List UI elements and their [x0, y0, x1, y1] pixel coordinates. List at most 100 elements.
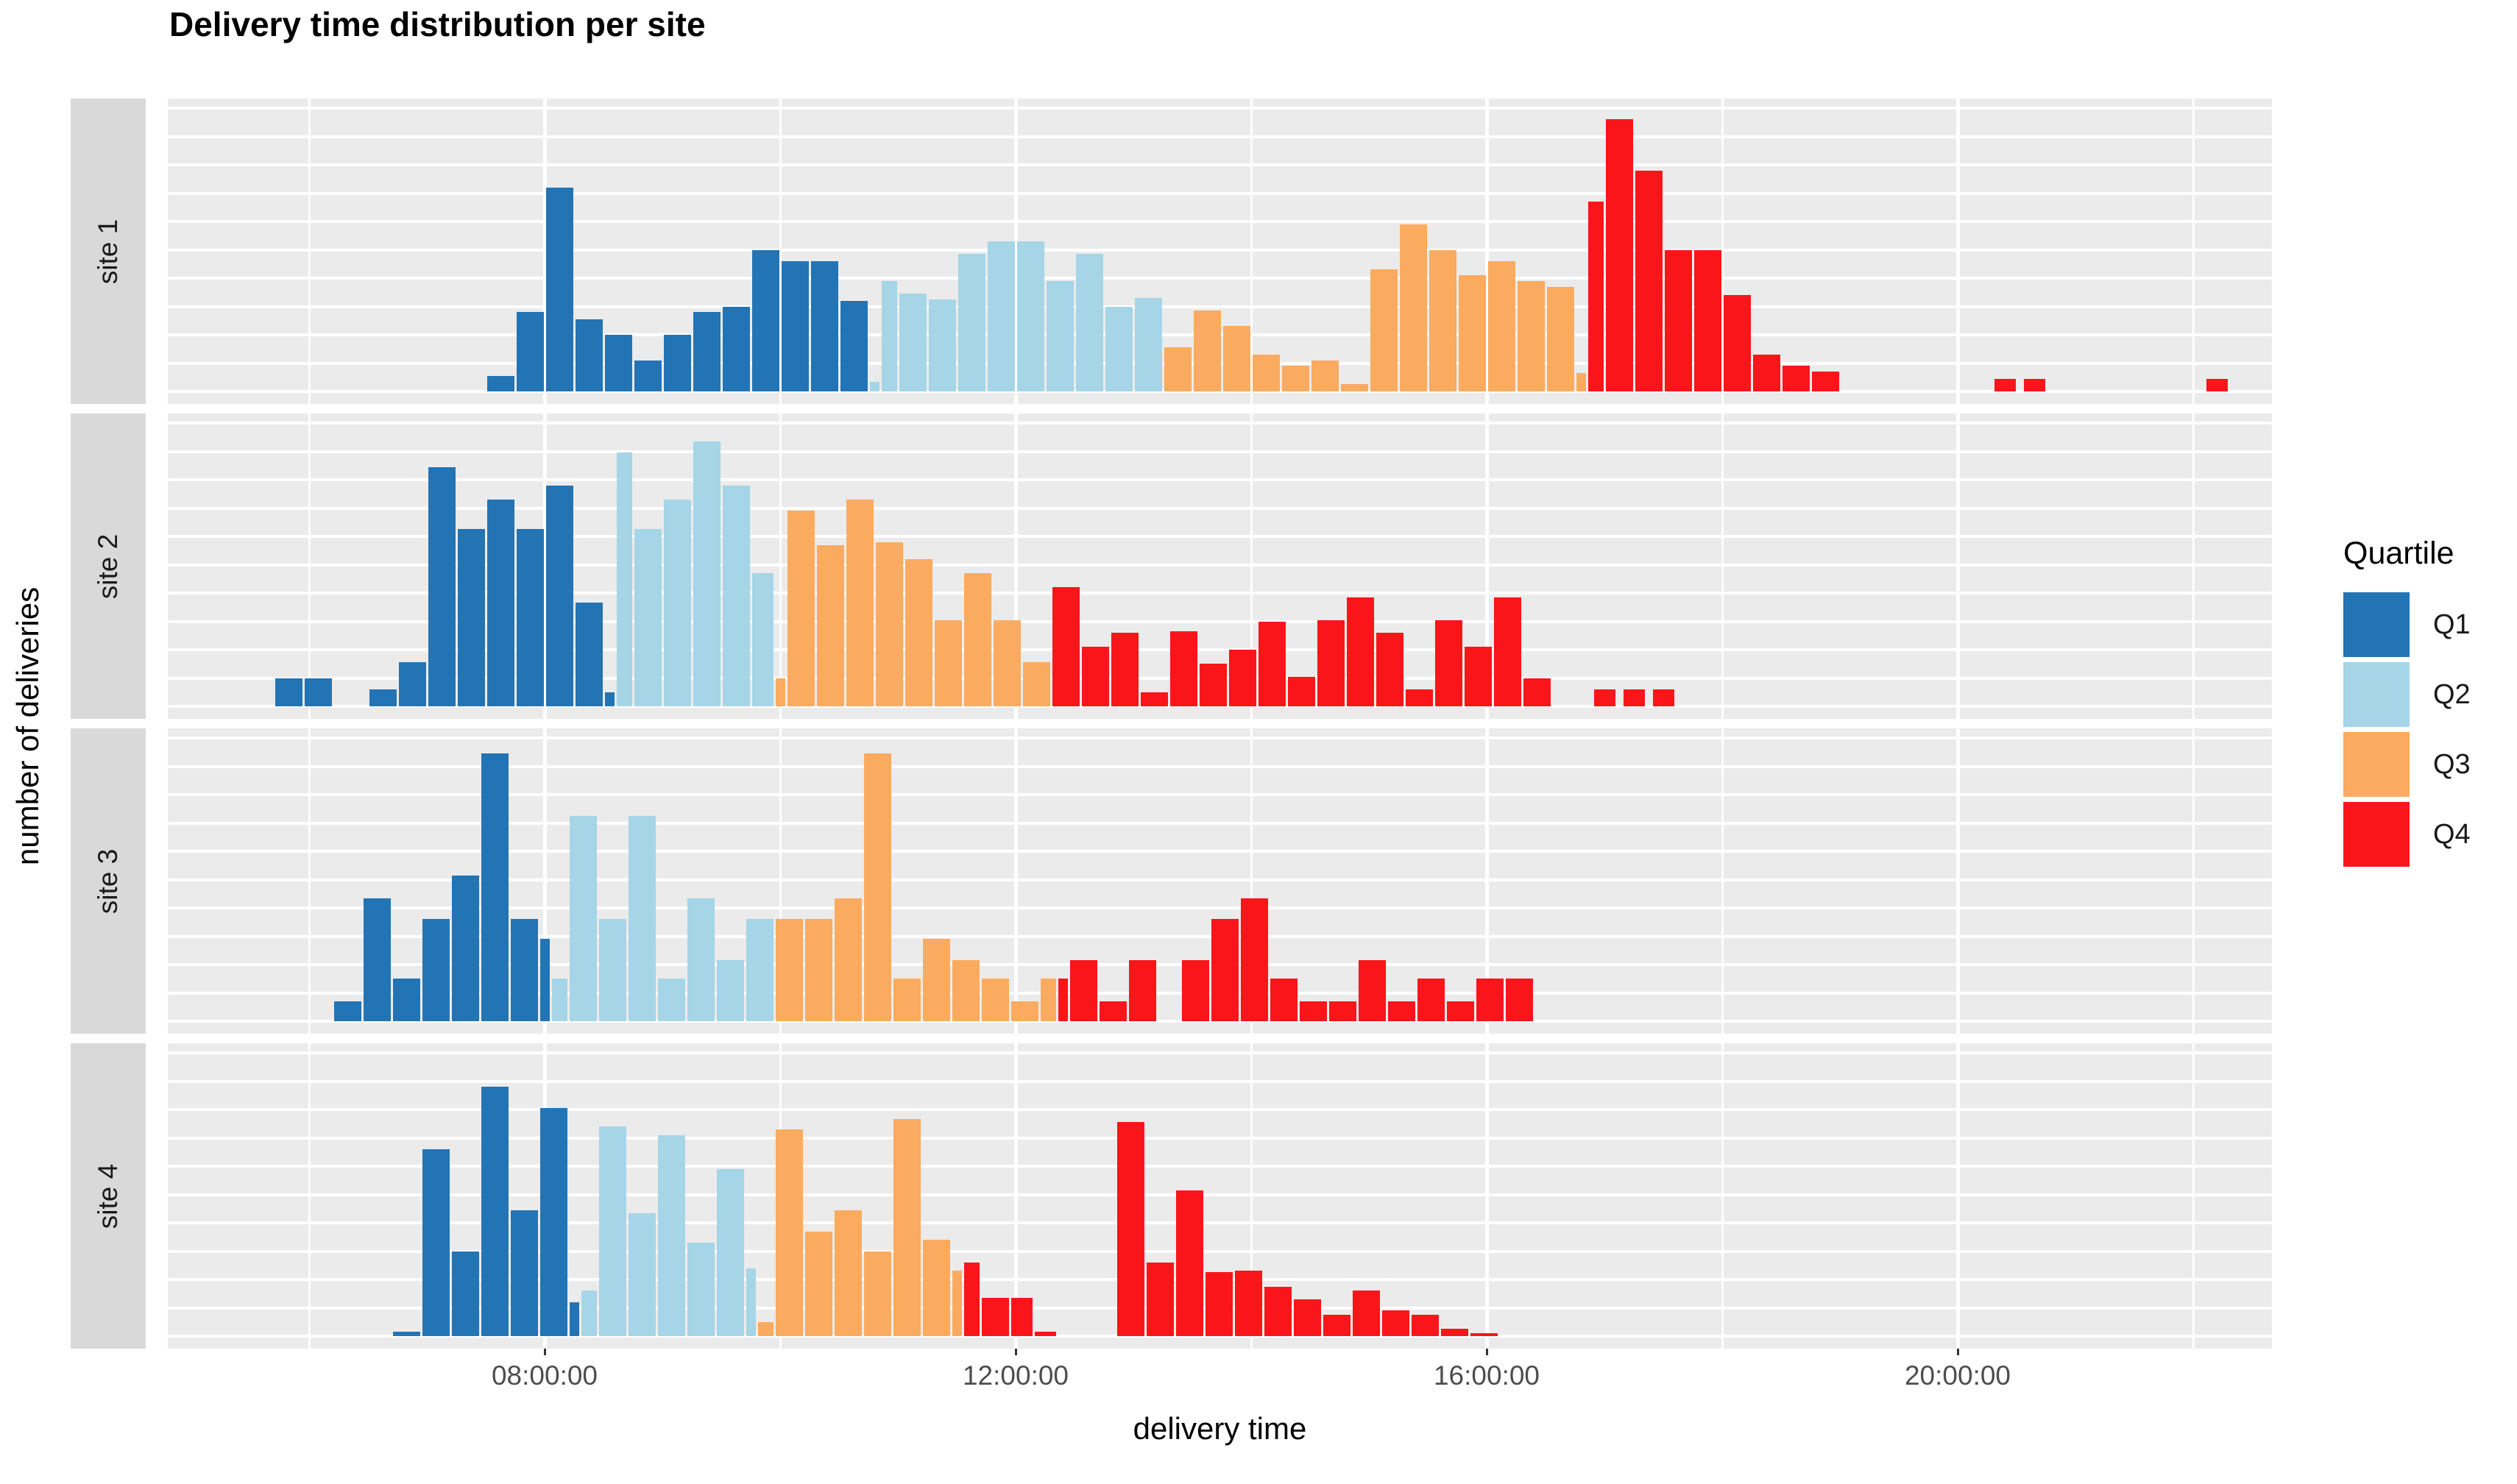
- h-gridline: [168, 1193, 2272, 1196]
- histogram-bar-q4: [1493, 597, 1521, 706]
- histogram-bar-q1: [545, 187, 573, 391]
- histogram-bar-q4: [1505, 979, 1533, 1021]
- histogram-bar-q4: [1434, 619, 1462, 706]
- histogram-bar-q4: [1358, 960, 1386, 1021]
- legend-swatch-q2: [2343, 662, 2410, 727]
- histogram-bar-q2: [663, 499, 691, 706]
- x-axis-tick: [1956, 1349, 1959, 1355]
- histogram-bar-q4: [1228, 650, 1256, 706]
- histogram-bar-q2: [1075, 254, 1103, 391]
- histogram-bar-q3: [834, 898, 862, 1021]
- v-gridline-minor: [1721, 728, 1724, 1034]
- histogram-bar-q2: [657, 979, 685, 1021]
- v-gridline-minor: [308, 728, 311, 1034]
- histogram-bar-q3: [816, 544, 844, 706]
- legend: Quartile Q1 Q2 Q3 Q4: [2326, 536, 2471, 872]
- histogram-bar-q3: [787, 511, 815, 706]
- page-title: Delivery time distribution per site: [169, 5, 706, 43]
- histogram-bar-q4: [1240, 898, 1268, 1021]
- legend-item-q3: Q3: [2326, 732, 2471, 797]
- histogram-bar-q1: [304, 678, 332, 706]
- histogram-bar-q1: [604, 335, 632, 391]
- v-gridline-minor: [779, 728, 782, 1034]
- histogram-bar-q4: [1387, 1001, 1415, 1021]
- v-gridline-minor: [1721, 1043, 1724, 1349]
- histogram-bar-q1: [398, 662, 426, 706]
- x-axis-tick-label: 08:00:00: [491, 1360, 598, 1391]
- h-gridline: [168, 1051, 2272, 1054]
- facet-strip-3: site 3: [71, 728, 146, 1034]
- h-gridline: [168, 1249, 2272, 1253]
- histogram-bar-q2: [1105, 306, 1133, 391]
- histogram-bar-q4: [1205, 1272, 1233, 1336]
- h-gridline: [168, 764, 2272, 768]
- histogram-bar-q1: [539, 939, 550, 1021]
- h-gridline: [168, 390, 2272, 393]
- facet-strip-label: site 1: [93, 219, 123, 284]
- facet-panel-4: [168, 1043, 2272, 1349]
- v-gridline-minor: [1721, 413, 1724, 719]
- histogram-bar-q2: [657, 1135, 685, 1336]
- x-axis-tick-label: 20:00:00: [1904, 1360, 2011, 1391]
- h-gridline: [168, 1221, 2272, 1224]
- histogram-bar-q2: [716, 1168, 744, 1336]
- histogram-bar-q1: [693, 312, 721, 391]
- legend-label: Q3: [2433, 748, 2471, 780]
- histogram-bar-q3: [1010, 1001, 1038, 1021]
- histogram-bar-q1: [751, 249, 779, 391]
- facet-strip-2: site 2: [71, 413, 146, 719]
- facet-strip-1: site 1: [71, 99, 146, 404]
- histogram-bar-q1: [634, 360, 662, 391]
- h-gridline: [168, 506, 2272, 510]
- histogram-bar-q3: [1370, 269, 1398, 391]
- histogram-bar-q2: [551, 979, 567, 1021]
- histogram-bar-q3: [804, 1231, 832, 1336]
- histogram-bar-q1: [516, 312, 544, 391]
- histogram-bar-q4: [1664, 249, 1692, 391]
- v-gridline-minor: [308, 99, 311, 404]
- h-gridline: [168, 305, 2272, 308]
- histogram-bar-q4: [1446, 1001, 1474, 1021]
- histogram-bar-q1: [481, 1087, 509, 1336]
- y-axis-title: number of deliveries: [10, 586, 45, 866]
- histogram-bar-q3: [775, 1129, 803, 1336]
- histogram-bar-q2: [987, 241, 1015, 391]
- histogram-bar-q3: [775, 919, 803, 1021]
- h-gridline: [168, 1079, 2272, 1083]
- v-gridline-minor: [2192, 413, 2195, 719]
- h-gridline: [168, 450, 2272, 453]
- histogram-bar-q4: [1782, 366, 1810, 391]
- h-gridline: [168, 135, 2272, 138]
- histogram-bar-q1: [575, 319, 603, 391]
- v-gridline-major: [1484, 413, 1489, 719]
- histogram-bar-q2: [693, 441, 721, 706]
- histogram-bar-q1: [575, 603, 603, 706]
- histogram-bar-q4: [1593, 689, 1615, 706]
- histogram-bar-q1: [722, 306, 750, 391]
- histogram-bar-q3: [893, 1119, 921, 1336]
- histogram-bar-q2: [899, 294, 927, 391]
- histogram-bar-q2: [628, 815, 656, 1021]
- v-gridline-major: [1013, 413, 1018, 719]
- histogram-bar-q4: [1605, 119, 1633, 391]
- histogram-bar-q1: [392, 979, 420, 1021]
- histogram-bar-q4: [1111, 632, 1139, 706]
- histogram-bar-q4: [1417, 979, 1445, 1021]
- v-gridline-major: [1484, 1043, 1489, 1349]
- histogram-bar-q3: [905, 558, 932, 706]
- histogram-bar-q1: [840, 300, 868, 391]
- histogram-bar-q1: [422, 919, 450, 1021]
- h-gridline: [168, 736, 2272, 739]
- h-gridline: [168, 248, 2272, 252]
- histogram-bar-q4: [1058, 979, 1068, 1021]
- h-gridline: [168, 1108, 2272, 1111]
- histogram-bar-q3: [757, 1321, 773, 1336]
- histogram-bar-q1: [363, 898, 391, 1021]
- histogram-bar-q3: [952, 960, 980, 1021]
- histogram-bar-q1: [510, 919, 538, 1021]
- histogram-bar-q2: [598, 1126, 626, 1336]
- facet-panel-1: [168, 99, 2272, 404]
- histogram-bar-q4: [1693, 249, 1721, 391]
- h-gridline: [168, 1136, 2272, 1140]
- h-gridline: [168, 478, 2272, 481]
